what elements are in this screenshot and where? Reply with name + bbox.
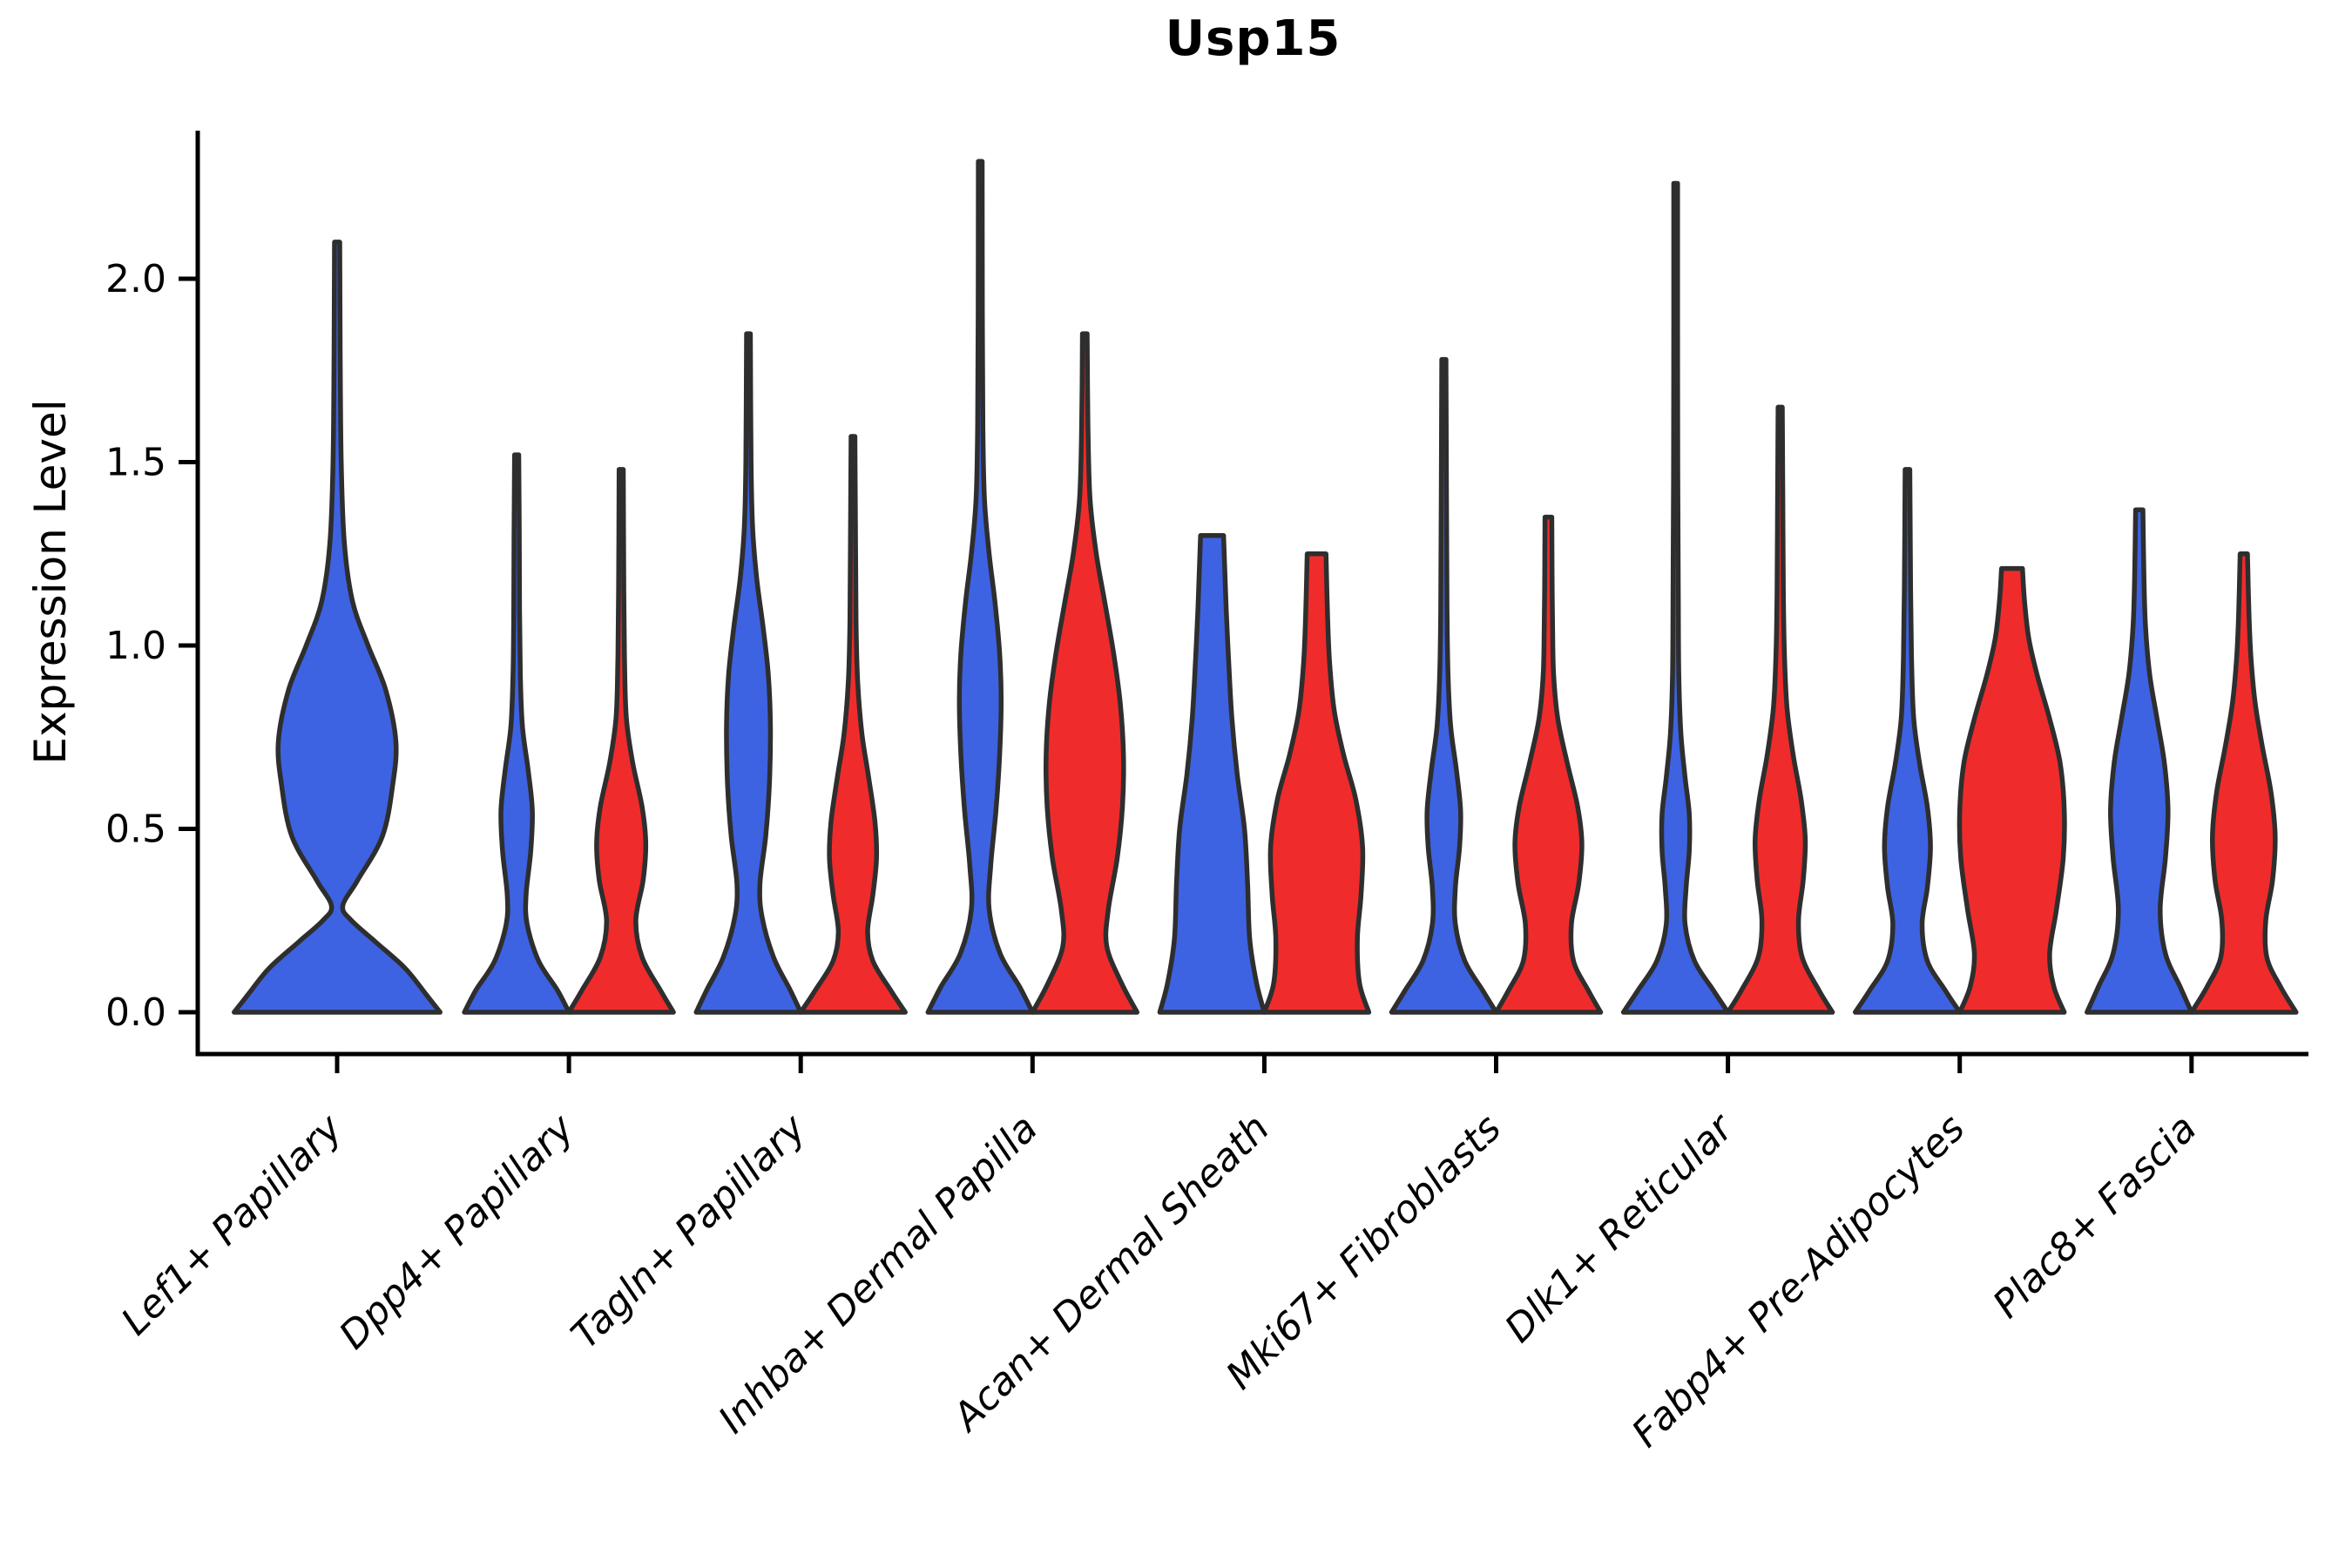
y-tick-label: 2.0: [105, 257, 166, 301]
violin-tagln-papillary-red: [798, 434, 908, 1015]
violin-dlk1-reticular-red: [1725, 404, 1835, 1015]
x-category-label: Plac8+ Fascia: [1984, 1106, 2205, 1327]
y-tick-label: 0.5: [105, 808, 166, 852]
violin-plac8-fascia-blue: [2085, 507, 2194, 1015]
violin-dpp4-papillary-red: [566, 467, 676, 1015]
violin-dlk1-reticular-blue: [1620, 180, 1731, 1015]
violin-dpp4-papillary-blue: [462, 452, 571, 1015]
violin-acan-dermal-sheath-blue: [1157, 532, 1267, 1015]
chart-title: Usp15: [1165, 10, 1342, 67]
violin-acan-dermal-sheath-red: [1261, 551, 1372, 1015]
violin-inhba-dermal-papilla-red: [1030, 331, 1140, 1015]
violin-fabp4-pre-adipocytes-red: [1957, 565, 2067, 1015]
violin-tagln-papillary-blue: [693, 331, 803, 1015]
violin-fabp4-pre-adipocytes-blue: [1852, 467, 1963, 1015]
y-axis-title: Expression Level: [25, 399, 76, 765]
x-category-label: Dlk1+ Reticular: [1497, 1105, 1743, 1351]
x-category-label: Dpp4+ Papillary: [331, 1105, 584, 1358]
violin-lef1-papillary-blue: [232, 240, 443, 1015]
violin-mki67-fibroblasts-blue: [1389, 356, 1499, 1015]
y-tick-label: 1.5: [105, 441, 166, 485]
y-tick-label: 0.0: [105, 990, 166, 1035]
violin-mki67-fibroblasts-red: [1493, 514, 1604, 1015]
x-category-label: Lef1+ Papillary: [113, 1105, 352, 1344]
y-tick-label: 1.0: [105, 624, 166, 668]
violin-inhba-dermal-papilla-blue: [925, 159, 1036, 1015]
x-category-label: Tagln+ Papillary: [563, 1105, 814, 1357]
violin-plac8-fascia-red: [2189, 551, 2299, 1015]
